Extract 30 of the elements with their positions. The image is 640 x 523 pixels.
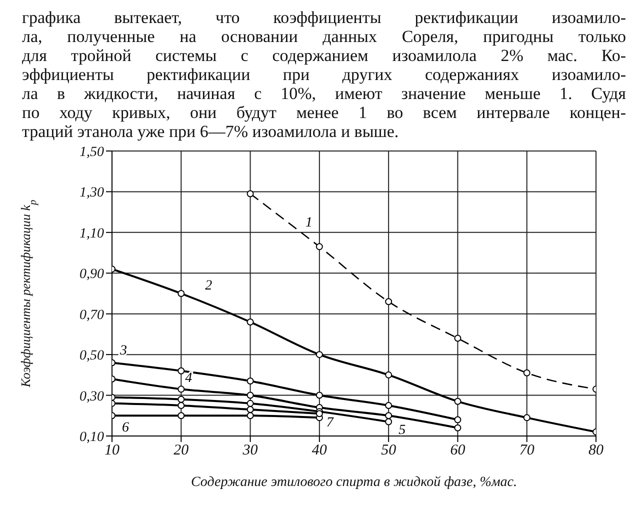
series-label: 1 <box>305 216 312 231</box>
x-tick-label: 50 <box>381 442 397 459</box>
text: для тройной системы с содержанием изоамилола 2% мас. Ко- <box>22 46 626 65</box>
y-tick-label: 1,10 <box>80 226 104 242</box>
text: по ходу кривых, они будут менее 1 во всем интервале концен- <box>22 103 626 122</box>
x-tick-label: 40 <box>312 442 328 459</box>
series-label: 4 <box>185 371 192 386</box>
series-label: 6 <box>122 420 129 436</box>
text: графика вытекает, что коэффициенты ректификации изоамило- <box>22 8 626 27</box>
x-tick-label: 20 <box>174 442 190 459</box>
series-label: 7 <box>326 416 334 431</box>
text: траций этанола уже при 6—7% изоамилола и выше. <box>22 122 400 141</box>
text: ла, полученные на основании данных Сореля, пригодны только <box>22 27 626 46</box>
x-tick-label: 10 <box>104 442 120 459</box>
x-tick-label: 80 <box>588 442 604 459</box>
x-axis-title: Содержание этилового спирта в жидкой фазе, %мас. <box>190 475 518 490</box>
text: эффициенты ректификации при других содержаниях изоамило- <box>22 65 626 84</box>
series-label: 2 <box>205 278 212 294</box>
y-tick-label: 1,30 <box>80 186 104 201</box>
x-tick-label: 60 <box>450 442 466 459</box>
y-tick-label: 0,30 <box>80 389 104 404</box>
y-tick-label: 0,90 <box>80 267 104 282</box>
x-tick-label: 30 <box>242 442 258 459</box>
y-tick-label: 1,50 <box>80 144 104 160</box>
x-tick-label: 70 <box>519 442 535 459</box>
y-tick-label: 0,10 <box>80 430 104 445</box>
y-tick-label: 0,50 <box>80 348 104 364</box>
series-label: 5 <box>398 422 406 438</box>
y-tick-label: 0,70 <box>80 308 104 323</box>
text: ла в жидкости, начиная с 10%, имеют значение меньше 1. Судя <box>22 84 626 103</box>
